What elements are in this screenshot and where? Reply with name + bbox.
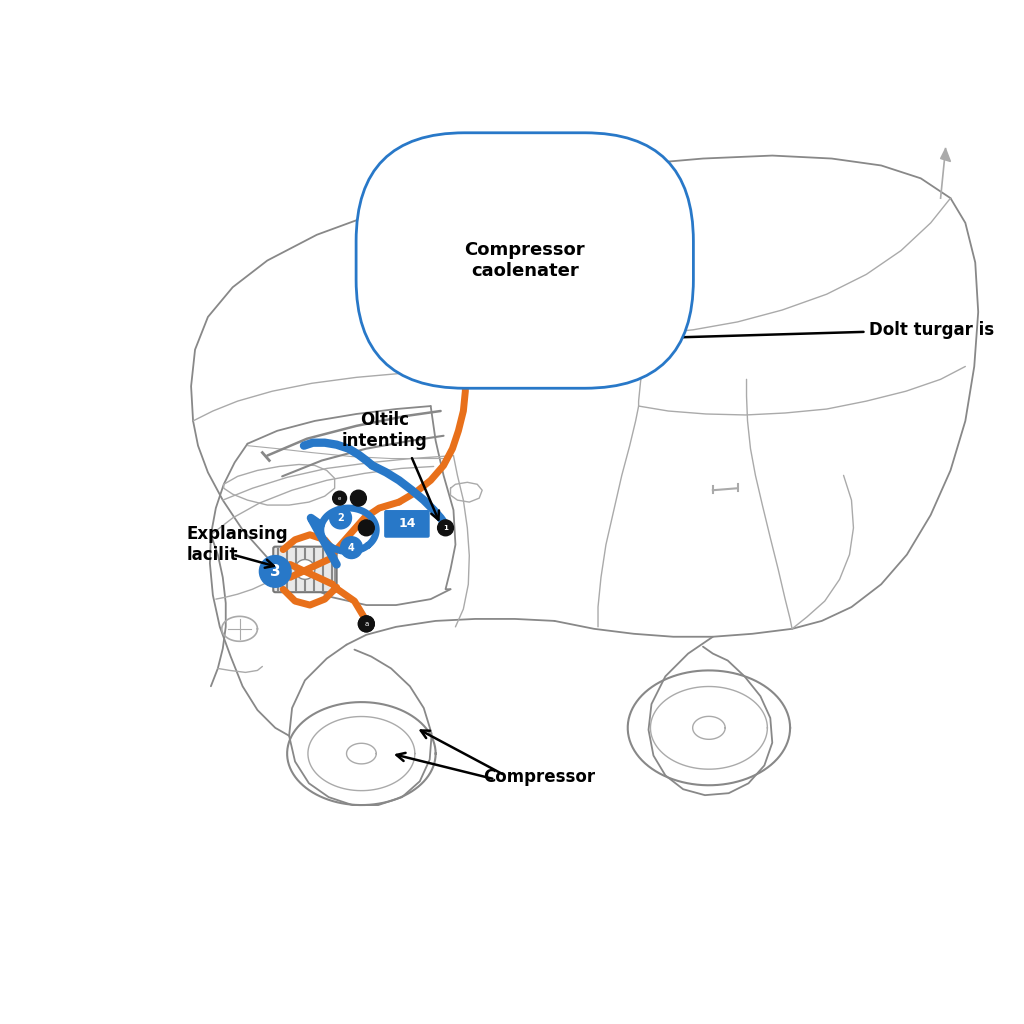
Circle shape — [543, 340, 566, 364]
Text: a: a — [365, 621, 369, 627]
Polygon shape — [941, 148, 950, 162]
Text: 2: 2 — [337, 513, 344, 523]
Circle shape — [593, 319, 616, 344]
Circle shape — [358, 520, 374, 536]
Circle shape — [333, 492, 346, 505]
Circle shape — [591, 342, 607, 357]
Text: 1: 1 — [597, 347, 601, 352]
Circle shape — [358, 616, 374, 632]
Circle shape — [295, 559, 314, 580]
Text: Oltilc
intenting: Oltilc intenting — [341, 412, 427, 451]
Circle shape — [341, 537, 362, 558]
Text: 4: 4 — [563, 303, 569, 313]
Circle shape — [358, 616, 374, 632]
Text: Explansing
lacilit: Explansing lacilit — [186, 525, 288, 564]
FancyBboxPatch shape — [273, 547, 337, 592]
Text: 1: 1 — [552, 373, 557, 378]
Circle shape — [615, 329, 632, 345]
Text: 1: 1 — [622, 334, 627, 340]
Circle shape — [350, 490, 367, 506]
Text: Compressor
caolenater: Compressor caolenater — [465, 241, 585, 280]
Text: e: e — [338, 496, 341, 501]
Text: Compressor: Compressor — [483, 768, 596, 786]
Text: 3: 3 — [270, 564, 281, 579]
Text: 14: 14 — [598, 327, 611, 337]
Text: 4: 4 — [348, 543, 355, 553]
Text: 1: 1 — [443, 525, 447, 530]
FancyBboxPatch shape — [384, 510, 430, 538]
Text: Dolt turgar is: Dolt turgar is — [869, 321, 994, 339]
Text: A: A — [551, 346, 558, 356]
Circle shape — [437, 520, 454, 536]
Circle shape — [547, 368, 562, 383]
Circle shape — [554, 296, 579, 319]
Text: 14: 14 — [398, 517, 416, 530]
Circle shape — [330, 507, 351, 528]
Circle shape — [259, 556, 291, 587]
